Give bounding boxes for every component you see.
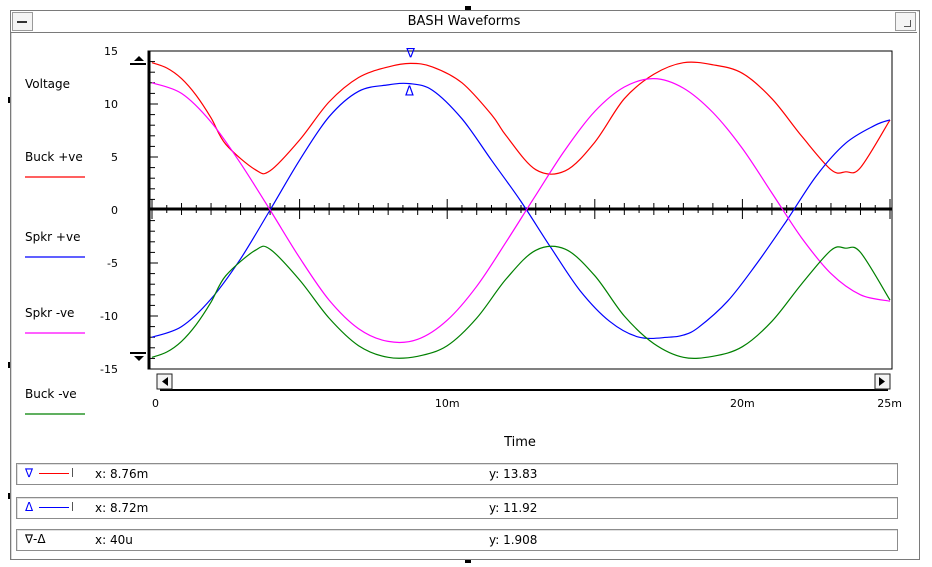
y-tick-label: -5 xyxy=(107,257,118,270)
legend: Buck +ve Spkr +ve Spkr -ve Buck -ve xyxy=(25,150,85,415)
cursor-readout-2: Δ x: 8.72m y: 11.92 xyxy=(16,497,898,519)
series-line-3 xyxy=(151,245,891,359)
legend-label: Spkr +ve xyxy=(25,230,80,244)
delta-icon: Δ xyxy=(25,500,34,514)
y-tick-label: 10 xyxy=(104,98,118,111)
x-tick-label: 10m xyxy=(435,397,460,410)
legend-label: Buck -ve xyxy=(25,387,77,401)
y-tick-label: 5 xyxy=(111,151,118,164)
y-tick-label: -15 xyxy=(100,363,118,376)
x-tick-label: 0 xyxy=(152,397,159,410)
window-resize-button[interactable] xyxy=(895,12,916,31)
readout-x-value: x: 40u xyxy=(95,533,133,547)
x-axis-label: Time xyxy=(503,435,536,450)
down-triangle-icon: ∇ xyxy=(25,466,34,480)
window-menu-button[interactable] xyxy=(12,12,33,31)
series-line-1 xyxy=(151,82,891,340)
legend-label: Spkr -ve xyxy=(25,306,74,320)
resize-handle-top-mid[interactable] xyxy=(465,6,471,10)
y-tick-labels: 15 10 5 0 -5 -10 -15 xyxy=(100,45,118,376)
series-line-2 xyxy=(151,77,891,344)
readout-y-value: y: 13.83 xyxy=(489,467,538,481)
series-lines xyxy=(151,61,891,359)
cursor-readout-diff: ∇-Δ x: 40u y: 1.908 xyxy=(16,529,898,551)
window-title: BASH Waveforms xyxy=(407,14,521,29)
x-tick-label: 20m xyxy=(730,397,755,410)
readout-y-value: y: 11.92 xyxy=(489,501,538,515)
readout-x-value: x: 8.76m xyxy=(95,467,149,481)
axis-ticks xyxy=(149,50,891,370)
y-tick-label: 15 xyxy=(104,45,118,58)
readout-swatch xyxy=(39,507,69,508)
cursor-readout-1: ∇ x: 8.76m y: 13.83 xyxy=(16,463,898,485)
cursor-markers[interactable]: ∇Δ xyxy=(405,46,415,99)
readout-y-value: y: 1.908 xyxy=(489,533,538,547)
cursor-marker-0: ∇ xyxy=(405,46,415,61)
legend-label: Buck +ve xyxy=(25,150,83,164)
x-scrollbar[interactable] xyxy=(156,373,892,391)
x-tick-label: 25m xyxy=(877,397,902,410)
x-tick-labels: 0 10m 20m 25m xyxy=(152,397,902,410)
readout-swatch xyxy=(39,473,69,474)
resize-handle-bottom-mid[interactable] xyxy=(465,559,471,563)
y-scroll-up-handle[interactable] xyxy=(130,56,146,65)
series-line-0 xyxy=(151,61,891,175)
readout-x-value: x: 8.72m xyxy=(95,501,149,515)
title-bar[interactable]: BASH Waveforms xyxy=(11,11,917,33)
y-scroll-down-handle[interactable] xyxy=(130,352,146,361)
y-tick-label: 0 xyxy=(111,204,118,217)
y-axis-label: Voltage xyxy=(25,77,70,91)
difference-icon: ∇-Δ xyxy=(25,532,46,546)
cursor-marker-1: Δ xyxy=(405,85,414,100)
y-tick-label: -10 xyxy=(100,310,118,323)
